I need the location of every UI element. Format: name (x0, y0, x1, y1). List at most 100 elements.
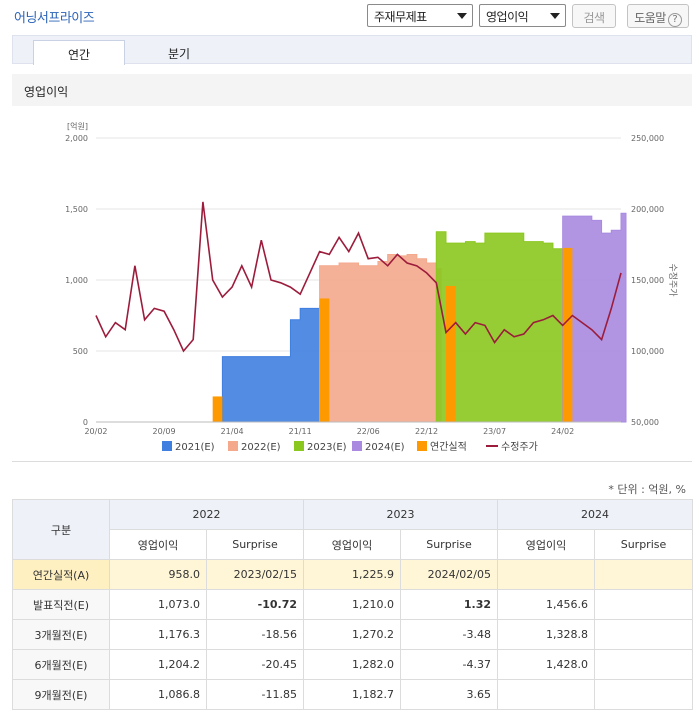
table-cell: 1,456.6 (497, 589, 595, 620)
row-label: 6개월전(E) (12, 649, 110, 680)
statement-type-value: 주재무제표 (374, 10, 427, 24)
table-row: 3개월전(E) 1,176.3 -18.56 1,270.2 -3.48 1,3… (12, 619, 693, 650)
y-tick-label-right: 250,000 (631, 134, 664, 143)
x-tick-label: 20/02 (84, 427, 107, 436)
table-cell: -4.37 (400, 649, 498, 680)
table-year-row: 구분 2022 2023 2024 (12, 499, 693, 560)
search-button[interactable]: 검색 (572, 4, 616, 28)
statement-type-select[interactable]: 주재무제표 (367, 4, 473, 27)
help-button[interactable]: 도움말? (627, 4, 689, 28)
table-row: 발표직전(E) 1,073.0 -10.72 1,210.0 1.32 1,45… (12, 589, 693, 620)
sub-header: 영업이익 (303, 529, 401, 560)
actual-result-bar (562, 247, 573, 422)
legend-swatch-icon (352, 441, 362, 451)
legend-label: 2021(E) (175, 442, 215, 453)
table-cell: 1,086.8 (109, 679, 207, 710)
legend-label: 2024(E) (365, 442, 405, 453)
legend-swatch-icon (294, 441, 304, 451)
metric-select[interactable]: 영업이익 (479, 4, 566, 27)
y-tick-label-left: 2,000 (65, 134, 88, 143)
table-corner: 구분 (12, 499, 110, 560)
table-cell: 3.65 (400, 679, 498, 710)
metric-value: 영업이익 (486, 10, 529, 24)
row-label: 연간실적(A) (12, 559, 110, 590)
row-label: 9개월전(E) (12, 679, 110, 710)
table-cell: 1,204.2 (109, 649, 207, 680)
x-tick-label: 21/04 (221, 427, 244, 436)
table-cell: 1.32 (400, 589, 498, 620)
table-row: 연간실적(A) 958.0 2023/02/15 1,225.9 2024/02… (12, 559, 693, 590)
legend-swatch-icon (162, 441, 172, 451)
table-cell: 1,176.3 (109, 619, 207, 650)
table-cell: 1,225.9 (303, 559, 401, 590)
y-tick-label-right: 50,000 (631, 418, 659, 427)
unit-note: * 단위 : 억원, % (608, 483, 686, 496)
legend-label: 수정주가 (501, 441, 538, 453)
estimate-area-2023 (435, 231, 569, 423)
table-cell: -10.72 (206, 589, 304, 620)
table-cell (594, 649, 693, 680)
price-line (95, 201, 622, 353)
table-cell (497, 559, 595, 590)
x-tick-label: 24/02 (551, 427, 574, 436)
legend-label: 2023(E) (307, 442, 347, 453)
row-label: 발표직전(E) (12, 589, 110, 620)
help-label: 도움말 (634, 11, 666, 25)
table-cell: 2024/02/05 (400, 559, 498, 590)
chevron-down-icon (550, 13, 560, 19)
x-tick-label: 23/07 (483, 427, 506, 436)
row-label: 3개월전(E) (12, 619, 110, 650)
x-tick-label: 22/06 (357, 427, 380, 436)
table-cell: 1,328.8 (497, 619, 595, 650)
table-cell: 1,182.7 (303, 679, 401, 710)
y-tick-label-left: 1,000 (65, 276, 88, 285)
table-cell: 1,210.0 (303, 589, 401, 620)
table-cell: 2023/02/15 (206, 559, 304, 590)
table-cell (594, 619, 693, 650)
table-sub-header-row: 영업이익 Surprise 영업이익 Surprise 영업이익 Surpris… (13, 529, 693, 560)
actual-result-bar (319, 298, 330, 422)
sub-header: 영업이익 (497, 529, 595, 560)
table-cell (594, 679, 693, 710)
y-tick-label-right: 200,000 (631, 205, 664, 214)
legend-label: 연간실적 (430, 441, 467, 453)
chart-svg: 0 500 1,000 1,500 2,000 50,000 100,000 150,000 2… (65, 121, 678, 453)
table-row: 6개월전(E) 1,204.2 -20.45 1,282.0 -4.37 1,4… (12, 649, 693, 680)
sub-header: Surprise (206, 529, 304, 560)
estimate-area-2024 (562, 212, 627, 423)
earnings-chart: 0 500 1,000 1,500 2,000 50,000 100,000 150,000 2… (12, 106, 692, 462)
x-tick-label: 22/12 (415, 427, 438, 436)
estimate-area-2022 (319, 253, 442, 423)
tab-annual[interactable]: 연간 (33, 40, 125, 65)
estimate-area-2021 (221, 305, 326, 423)
tab-quarterly[interactable]: 분기 (167, 47, 191, 61)
table-cell: 958.0 (109, 559, 207, 590)
table-cell: 1,282.0 (303, 649, 401, 680)
table-cell: -18.56 (206, 619, 304, 650)
table-cell: 1,073.0 (109, 589, 207, 620)
legend-label: 2022(E) (241, 442, 281, 453)
year-header: 2022 (109, 499, 304, 530)
y-axis-label-left: [억원] (67, 121, 88, 131)
question-circle-icon: ? (667, 13, 682, 27)
y-tick-label-right: 100,000 (631, 347, 664, 356)
period-tabs: 연간 분기 (12, 35, 692, 65)
table-cell: -3.48 (400, 619, 498, 650)
table-row: 9개월전(E) 1,086.8 -11.85 1,182.7 3.65 (12, 679, 693, 710)
legend-swatch-icon (417, 441, 427, 451)
chevron-down-icon (457, 13, 467, 19)
y-tick-label-left: 0 (83, 418, 88, 427)
sub-header: Surprise (594, 529, 693, 560)
y-tick-label-left: 1,500 (65, 205, 88, 214)
surprise-table: 구분 2022 2023 2024 영업이익 Surprise 영업이익 Sur… (12, 499, 693, 710)
x-tick-label: 21/11 (289, 427, 312, 436)
sub-header: Surprise (400, 529, 498, 560)
company-title[interactable]: 어닝서프라이즈 (14, 11, 95, 26)
table-cell (497, 679, 595, 710)
table-cell (594, 559, 693, 590)
table-cell: -11.85 (206, 679, 304, 710)
table-cell: -20.45 (206, 649, 304, 680)
legend-swatch-icon (228, 441, 238, 451)
year-header: 2024 (497, 499, 693, 530)
x-tick-label: 20/09 (153, 427, 176, 436)
